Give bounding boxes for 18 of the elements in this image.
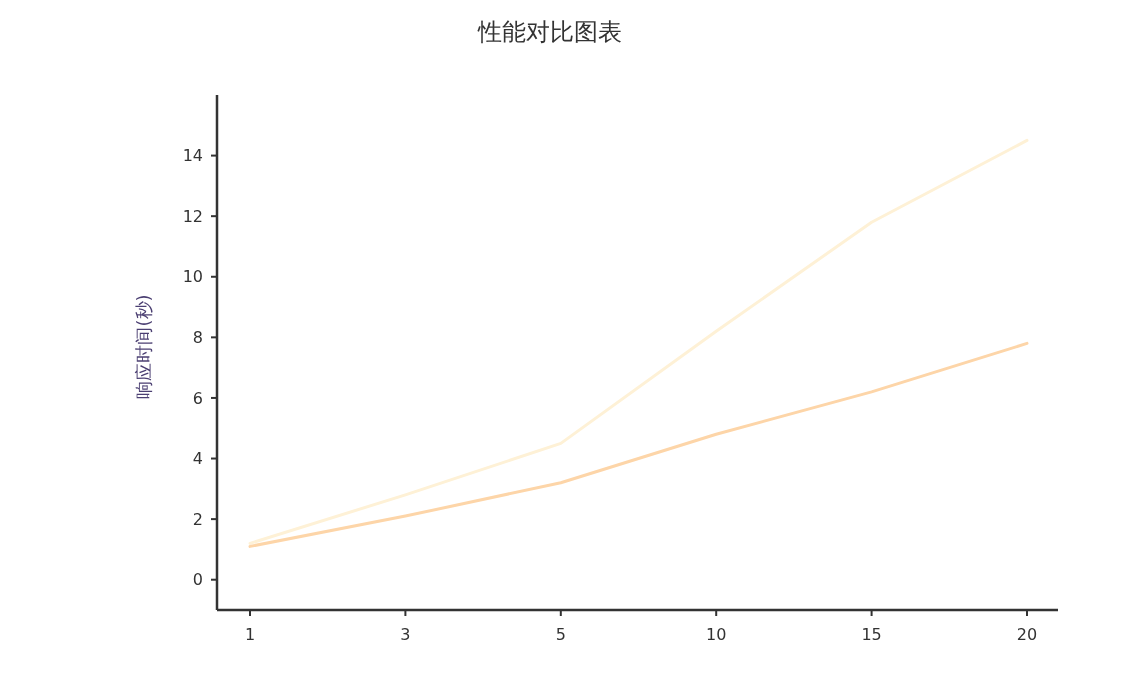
y-tick-label: 6: [192, 388, 203, 408]
x-tick-label: 15: [861, 625, 882, 644]
chart-title: 性能对比图表: [477, 18, 622, 46]
x-tick-label: 20: [1016, 625, 1038, 644]
y-tick-label: 12: [182, 206, 203, 226]
x-tick-label: 3: [400, 625, 411, 644]
x-tick-label: 10: [706, 625, 727, 644]
y-tick-label: 2: [192, 509, 203, 529]
y-tick-label: 8: [192, 327, 203, 347]
x-tick-label: 1: [244, 625, 256, 644]
y-tick-label: 0: [192, 570, 203, 590]
line-series: [248, 138, 1029, 545]
y-tick-label: 4: [192, 449, 203, 469]
line-series: [248, 341, 1029, 548]
y-tick-label: 14: [182, 146, 203, 166]
y-tick-label: 10: [182, 267, 203, 287]
y-axis-title: 响应时间(秒): [133, 294, 154, 399]
x-tick-label: 5: [555, 625, 566, 644]
